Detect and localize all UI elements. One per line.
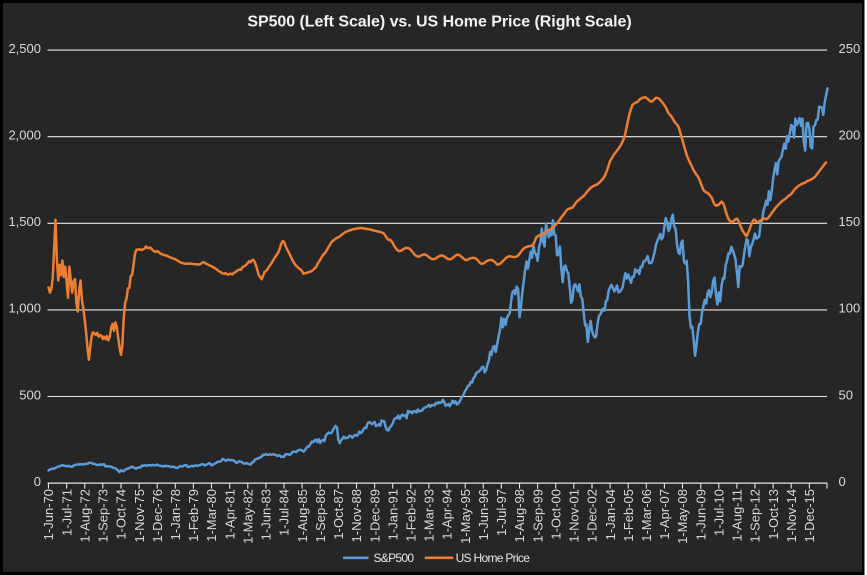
svg-text:1-Dec-89: 1-Dec-89: [367, 489, 382, 542]
svg-text:S&P500: S&P500: [374, 551, 415, 565]
svg-text:1,500: 1,500: [8, 214, 41, 229]
svg-text:1-Nov-88: 1-Nov-88: [349, 489, 364, 542]
svg-text:1-Sep-86: 1-Sep-86: [313, 489, 328, 542]
svg-text:250: 250: [839, 41, 861, 56]
svg-text:1-Mar-80: 1-Mar-80: [204, 489, 219, 542]
svg-text:1-May-95: 1-May-95: [458, 489, 473, 544]
svg-text:1-Dec-76: 1-Dec-76: [150, 489, 165, 542]
svg-text:500: 500: [19, 387, 41, 402]
svg-text:1-Apr-81: 1-Apr-81: [222, 489, 237, 540]
svg-text:1-Jul-97: 1-Jul-97: [494, 489, 509, 536]
svg-text:1-Nov-01: 1-Nov-01: [567, 489, 582, 542]
svg-text:1-Aug-85: 1-Aug-85: [295, 489, 310, 542]
svg-text:1-Mar-06: 1-Mar-06: [639, 489, 654, 542]
svg-text:1-Feb-05: 1-Feb-05: [621, 489, 636, 542]
svg-text:1-Nov-14: 1-Nov-14: [784, 489, 799, 542]
svg-text:1-Oct-13: 1-Oct-13: [766, 489, 781, 540]
svg-text:1-Apr-94: 1-Apr-94: [440, 489, 455, 540]
svg-text:1-Oct-00: 1-Oct-00: [548, 489, 563, 540]
svg-text:US Home Price: US Home Price: [456, 551, 531, 565]
svg-text:1-Jan-91: 1-Jan-91: [385, 489, 400, 540]
svg-text:1-Jan-04: 1-Jan-04: [603, 489, 618, 540]
svg-text:1,000: 1,000: [8, 301, 41, 316]
svg-text:100: 100: [839, 301, 861, 316]
svg-text:SP500 (Left Scale) vs. US Home: SP500 (Left Scale) vs. US Home Price (Ri…: [247, 14, 631, 31]
svg-text:1-Jun-96: 1-Jun-96: [476, 489, 491, 540]
svg-text:1-Jan-78: 1-Jan-78: [168, 489, 183, 540]
svg-text:150: 150: [839, 214, 861, 229]
svg-text:1-Sep-73: 1-Sep-73: [96, 489, 111, 542]
svg-text:1-Aug-72: 1-Aug-72: [77, 489, 92, 542]
svg-text:1-Feb-79: 1-Feb-79: [186, 489, 201, 542]
svg-text:1-Dec-15: 1-Dec-15: [802, 489, 817, 542]
svg-text:0: 0: [34, 474, 41, 489]
svg-text:1-Aug-98: 1-Aug-98: [512, 489, 527, 542]
svg-text:0: 0: [839, 474, 846, 489]
svg-text:1-Aug-11: 1-Aug-11: [730, 489, 745, 542]
svg-text:1-Sep-99: 1-Sep-99: [530, 489, 545, 542]
svg-text:1-Jul-10: 1-Jul-10: [712, 489, 727, 536]
svg-text:1-Jun-70: 1-Jun-70: [41, 489, 56, 540]
svg-text:2,000: 2,000: [8, 128, 41, 143]
svg-text:1-Apr-07: 1-Apr-07: [657, 489, 672, 540]
svg-text:1-Sep-12: 1-Sep-12: [748, 489, 763, 542]
svg-text:1-Jul-71: 1-Jul-71: [59, 489, 74, 536]
svg-text:200: 200: [839, 128, 861, 143]
svg-text:1-May-82: 1-May-82: [241, 489, 256, 544]
svg-text:1-Oct-74: 1-Oct-74: [114, 489, 129, 540]
svg-text:1-Feb-92: 1-Feb-92: [404, 489, 419, 542]
svg-text:1-Dec-02: 1-Dec-02: [585, 489, 600, 542]
svg-text:1-Jun-83: 1-Jun-83: [259, 489, 274, 540]
svg-text:1-Jun-09: 1-Jun-09: [693, 489, 708, 540]
svg-text:50: 50: [839, 387, 853, 402]
svg-text:1-May-08: 1-May-08: [675, 489, 690, 544]
svg-text:1-Nov-75: 1-Nov-75: [132, 489, 147, 542]
svg-text:1-Mar-93: 1-Mar-93: [422, 489, 437, 542]
svg-text:2,500: 2,500: [8, 41, 41, 56]
svg-text:1-Jul-84: 1-Jul-84: [277, 489, 292, 536]
svg-text:1-Oct-87: 1-Oct-87: [331, 489, 346, 540]
